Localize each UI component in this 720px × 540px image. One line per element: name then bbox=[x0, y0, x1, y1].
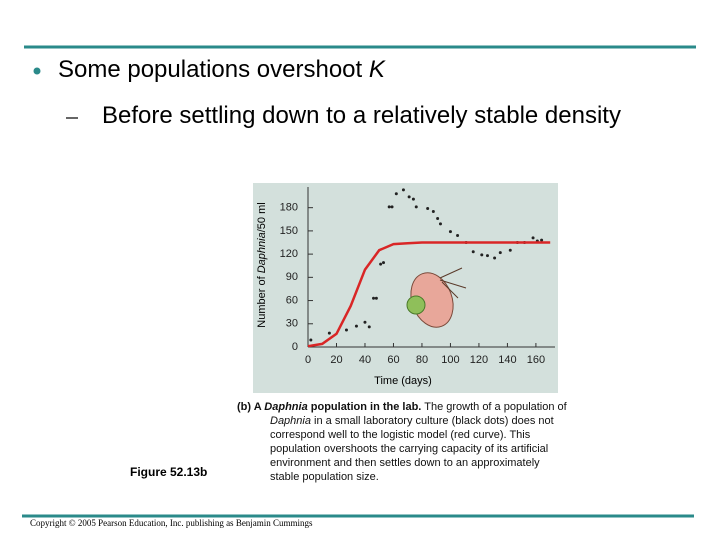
y-title-part: /50 ml bbox=[256, 202, 268, 232]
caption-part: The growth of a population of bbox=[421, 401, 567, 413]
y-tick-label: 90 bbox=[286, 271, 298, 283]
data-dot bbox=[411, 197, 415, 201]
caption-part: Daphnia bbox=[270, 415, 311, 427]
data-dot bbox=[493, 256, 497, 260]
data-dot bbox=[379, 262, 383, 266]
data-dot bbox=[309, 338, 313, 342]
bullet-part: K bbox=[369, 56, 386, 83]
data-dot bbox=[401, 188, 405, 192]
data-dot bbox=[394, 192, 398, 196]
caption: (b) A Daphnia population in the lab. The… bbox=[237, 400, 570, 484]
data-dot bbox=[540, 238, 544, 242]
chart-panel bbox=[253, 183, 558, 393]
bullet-dot bbox=[33, 67, 41, 75]
y-tick-label: 0 bbox=[292, 341, 298, 353]
data-dot bbox=[354, 324, 358, 328]
x-axis-title: Time (days) bbox=[374, 375, 432, 387]
data-dot bbox=[498, 251, 502, 255]
data-dot bbox=[374, 296, 378, 300]
data-dot bbox=[456, 234, 460, 238]
y-tick-label: 120 bbox=[280, 248, 298, 260]
bullet-part: Some populations overshoot bbox=[58, 56, 369, 83]
data-dot bbox=[431, 210, 435, 214]
y-tick-label: 180 bbox=[280, 202, 298, 214]
data-dot bbox=[363, 320, 367, 324]
daphnia-eggs bbox=[406, 295, 426, 315]
data-dot bbox=[387, 205, 391, 209]
data-dot bbox=[390, 205, 394, 209]
x-tick-label: 0 bbox=[305, 354, 311, 366]
x-tick-label: 100 bbox=[441, 354, 459, 366]
caption-part: (b) A bbox=[237, 401, 265, 413]
data-dot bbox=[438, 222, 442, 226]
logistic-curve bbox=[307, 241, 551, 348]
daphnia-illustration bbox=[406, 267, 467, 328]
y-tick-label: 30 bbox=[286, 318, 298, 330]
x-tick-label: 140 bbox=[498, 354, 516, 366]
x-tick-label: 20 bbox=[330, 354, 342, 366]
data-dot bbox=[485, 254, 489, 258]
data-dot bbox=[372, 296, 376, 300]
figure-label: Figure 52.13b bbox=[130, 465, 208, 479]
y-title-part: Number of bbox=[256, 273, 268, 327]
data-dot bbox=[381, 261, 385, 265]
caption-part: population in the lab. bbox=[307, 401, 422, 413]
x-tick-label: 60 bbox=[387, 354, 399, 366]
data-dot bbox=[367, 325, 371, 329]
caption-part: in a small laboratory culture (black dot… bbox=[270, 415, 554, 483]
data-dot bbox=[480, 253, 484, 257]
data-dot bbox=[344, 328, 348, 332]
y-title-part: Daphnia bbox=[256, 232, 268, 273]
data-dot bbox=[426, 206, 430, 210]
y-axis-title: Number of Daphnia/50 ml bbox=[256, 202, 268, 327]
copyright: Copyright © 2005 Pearson Education, Inc.… bbox=[30, 518, 313, 528]
data-dot bbox=[414, 205, 418, 209]
x-tick-label: 160 bbox=[527, 354, 545, 366]
caption-part: Daphnia bbox=[264, 401, 308, 413]
x-tick-label: 80 bbox=[416, 354, 428, 366]
bullet-text: Some populations overshoot K bbox=[58, 56, 386, 83]
sub-bullet-text: Before settling down to a relatively sta… bbox=[102, 102, 621, 129]
y-tick-label: 60 bbox=[286, 294, 298, 306]
data-dot bbox=[407, 195, 411, 199]
data-dot bbox=[436, 217, 440, 221]
data-dot bbox=[471, 250, 475, 254]
data-dot bbox=[531, 236, 535, 240]
daphnia-antennae bbox=[439, 267, 467, 299]
data-dot bbox=[327, 331, 331, 335]
y-tick-label: 150 bbox=[280, 225, 298, 237]
x-tick-label: 40 bbox=[359, 354, 371, 366]
data-dot bbox=[508, 248, 512, 252]
data-dot bbox=[448, 230, 452, 234]
x-tick-label: 120 bbox=[470, 354, 488, 366]
